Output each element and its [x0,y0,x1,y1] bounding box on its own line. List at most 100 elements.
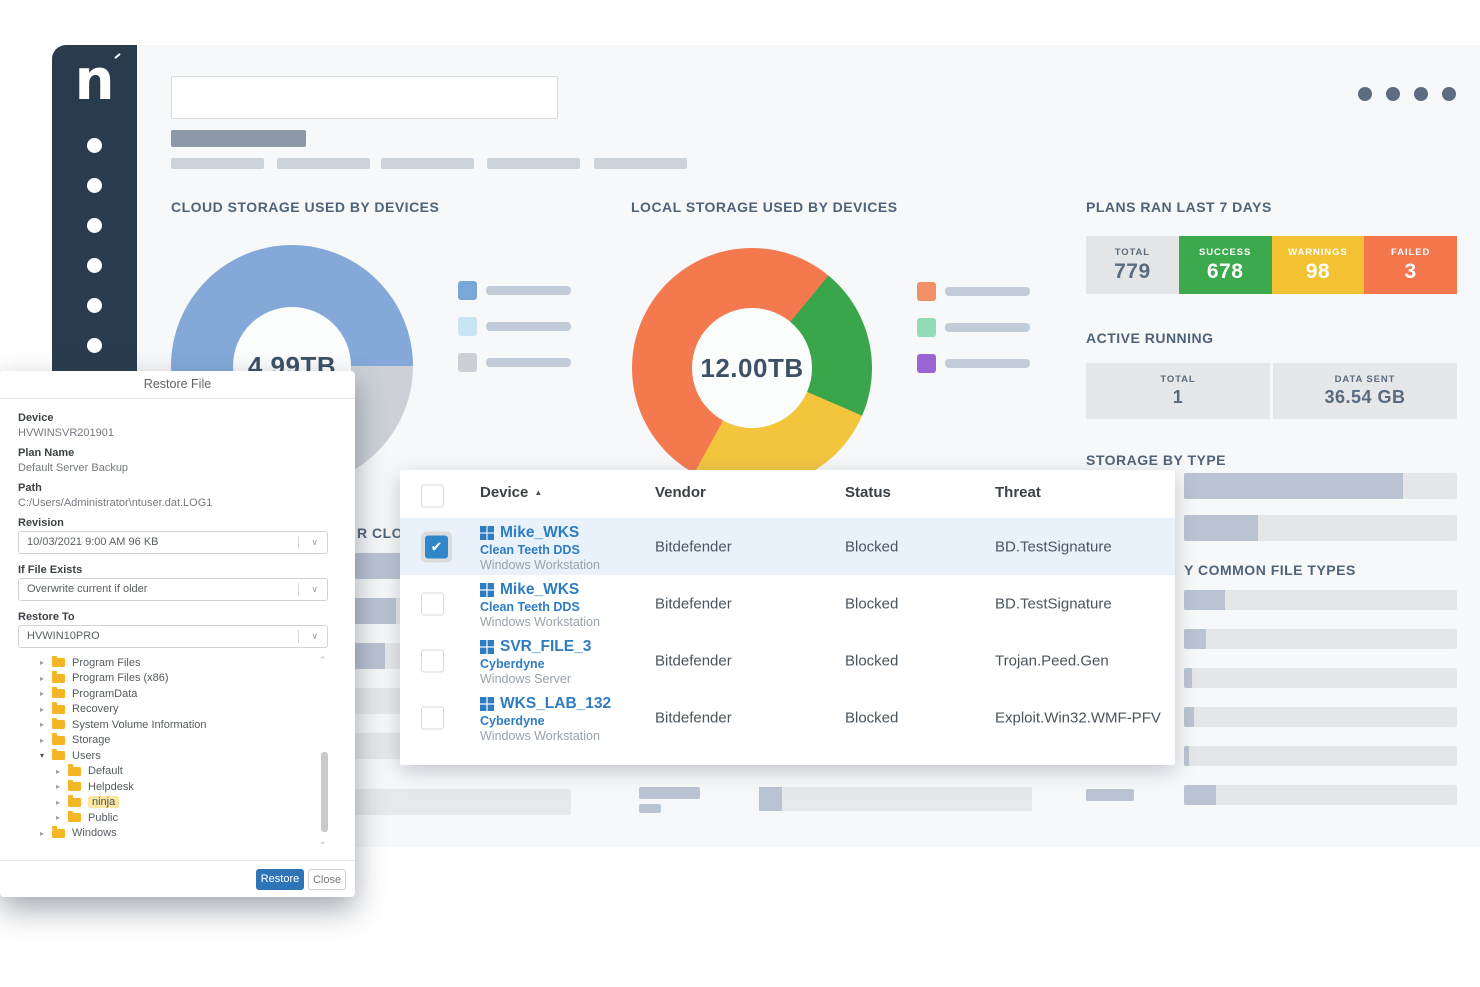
tree-item-recovery[interactable]: ▸ Recovery [40,702,119,716]
threats-table: Device ▲ Vendor Status Threat ✔ Mike_WKS … [400,470,1175,765]
tree-item-programdata[interactable]: ▸ ProgramData [40,686,138,700]
caret-right-icon[interactable]: ▸ [40,720,45,730]
tree-item-ninja[interactable]: ▸ ninja [0,795,355,811]
legend-swatch [458,281,477,300]
device-org[interactable]: Cyberdyne [480,714,545,728]
bar-track [1184,785,1457,805]
tab-placeholder-5[interactable] [594,158,687,169]
tree-item-program-files-x86-[interactable]: ▸ Program Files (x86) [40,671,169,685]
file-types-title: Y COMMON FILE TYPES [1184,562,1356,578]
tree-item-storage[interactable]: ▸ Storage [40,733,111,747]
sidebar-nav-item[interactable] [87,298,102,313]
caret-right-icon[interactable]: ▸ [56,782,61,792]
restore-button[interactable]: Restore [256,869,304,890]
clipped-section-title: R CLO [357,525,404,541]
sort-asc-icon: ▲ [534,488,543,497]
status-cell: Blocked [845,538,899,555]
bar-fill [1184,629,1206,649]
tree-item-default[interactable]: ▸ Default [56,764,123,778]
tree-item-windows[interactable]: ▸ Windows [40,826,117,840]
tree-item-helpdesk[interactable]: ▸ Helpdesk [56,779,134,793]
caret-right-icon[interactable]: ▸ [56,797,61,807]
label-placeholder [639,787,700,799]
device-label: Device [18,412,54,424]
modal-footer: Restore Close [0,860,355,898]
device-org[interactable]: Cyberdyne [480,657,545,671]
table-row[interactable]: WKS_LAB_132 Cyberdyne Windows Workstatio… [400,689,1175,746]
table-row[interactable]: SVR_FILE_3 Cyberdyne Windows Server Bitd… [400,632,1175,689]
device-cell: Mike_WKS Clean Teeth DDS Windows Worksta… [480,581,600,629]
if-file-exists-select[interactable]: Overwrite current if older ∨ [18,578,328,601]
threat-cell: BD.TestSignature [995,538,1112,555]
device-name-link[interactable]: Mike_WKS [480,581,600,599]
caret-right-icon[interactable]: ▸ [40,689,45,699]
sidebar-nav-item[interactable] [87,338,102,353]
caret-right-icon[interactable]: ▸ [40,735,45,745]
folder-icon [68,779,81,792]
windows-icon [480,583,494,597]
caret-right-icon[interactable]: ▸ [56,766,61,776]
tab-placeholder-3[interactable] [381,158,474,169]
scroll-down-icon[interactable]: ⌄ [319,836,327,846]
caret-right-icon[interactable]: ▸ [40,658,45,668]
stat-data-sent: DATA SENT 36.54 GB [1273,363,1457,419]
select-all-checkbox[interactable] [421,484,444,508]
legend-label-placeholder [486,322,571,331]
sidebar-nav-item[interactable] [87,258,102,273]
status-cell: Blocked [845,595,899,612]
tree-scrollbar[interactable] [321,752,328,832]
legend-swatch [458,353,477,372]
device-org[interactable]: Clean Teeth DDS [480,543,580,557]
restore-file-modal: Restore File Device HVWINSVR201901 Plan … [0,371,355,897]
stat-failed: FAILED 3 [1364,236,1457,294]
caret-right-icon[interactable]: ▸ [40,704,45,714]
column-vendor[interactable]: Vendor [655,484,706,501]
table-row[interactable]: Mike_WKS Clean Teeth DDS Windows Worksta… [400,575,1175,632]
legend-label-placeholder [945,323,1030,332]
tree-item-users[interactable]: ▾ Users [40,748,101,762]
window-dot [1358,87,1372,101]
tab-placeholder-2[interactable] [277,158,370,169]
tree-item-program-files[interactable]: ▸ Program Files [40,655,141,669]
caret-right-icon[interactable]: ▸ [40,828,45,838]
bar-fill [1184,473,1403,499]
sidebar-nav-item[interactable] [87,138,102,153]
restore-to-select[interactable]: HVWIN10PRO ∨ [18,625,328,648]
row-checkbox[interactable] [421,649,444,672]
row-checkbox[interactable]: ✔ [421,531,452,562]
row-checkbox[interactable] [421,706,444,729]
scroll-up-icon[interactable]: ⌃ [319,655,327,665]
tab-placeholder-4[interactable] [487,158,580,169]
caret-right-icon[interactable]: ▸ [56,813,61,823]
caret-right-icon[interactable]: ▸ [40,673,45,683]
row-checkbox[interactable] [421,592,444,615]
device-name-link[interactable]: WKS_LAB_132 [480,695,611,713]
hbar-row [1086,473,1457,499]
caret-down-icon[interactable]: ▾ [40,751,45,761]
device-org[interactable]: Clean Teeth DDS [480,600,580,614]
legend-swatch [458,317,477,336]
folder-icon [52,717,65,730]
tab-placeholder-1[interactable] [171,158,264,169]
device-name-link[interactable]: SVR_FILE_3 [480,638,591,656]
sidebar-nav-item[interactable] [87,178,102,193]
restore-to-label: Restore To [18,611,75,623]
revision-select[interactable]: 10/03/2021 9:00 AM 96 KB ∨ [18,531,328,554]
close-button[interactable]: Close [308,869,346,890]
bar-track [1184,473,1457,499]
table-row[interactable]: ✔ Mike_WKS Clean Teeth DDS Windows Works… [400,518,1175,575]
tree-item-system-volume-information[interactable]: ▸ System Volume Information [40,717,207,731]
chevron-down-icon: ∨ [311,584,318,594]
column-status[interactable]: Status [845,484,891,501]
bar-track [1184,746,1457,766]
tree-item-public[interactable]: ▸ Public [56,810,118,824]
stat-success: SUCCESS 678 [1178,236,1272,294]
windows-icon [480,526,494,540]
column-threat[interactable]: Threat [995,484,1041,501]
column-device[interactable]: Device ▲ [480,484,543,501]
sidebar-nav-item[interactable] [87,218,102,233]
search-input[interactable] [171,76,558,119]
device-name-link[interactable]: Mike_WKS [480,524,600,542]
legend-label-placeholder [486,286,571,295]
plan-name-label: Plan Name [18,447,75,459]
